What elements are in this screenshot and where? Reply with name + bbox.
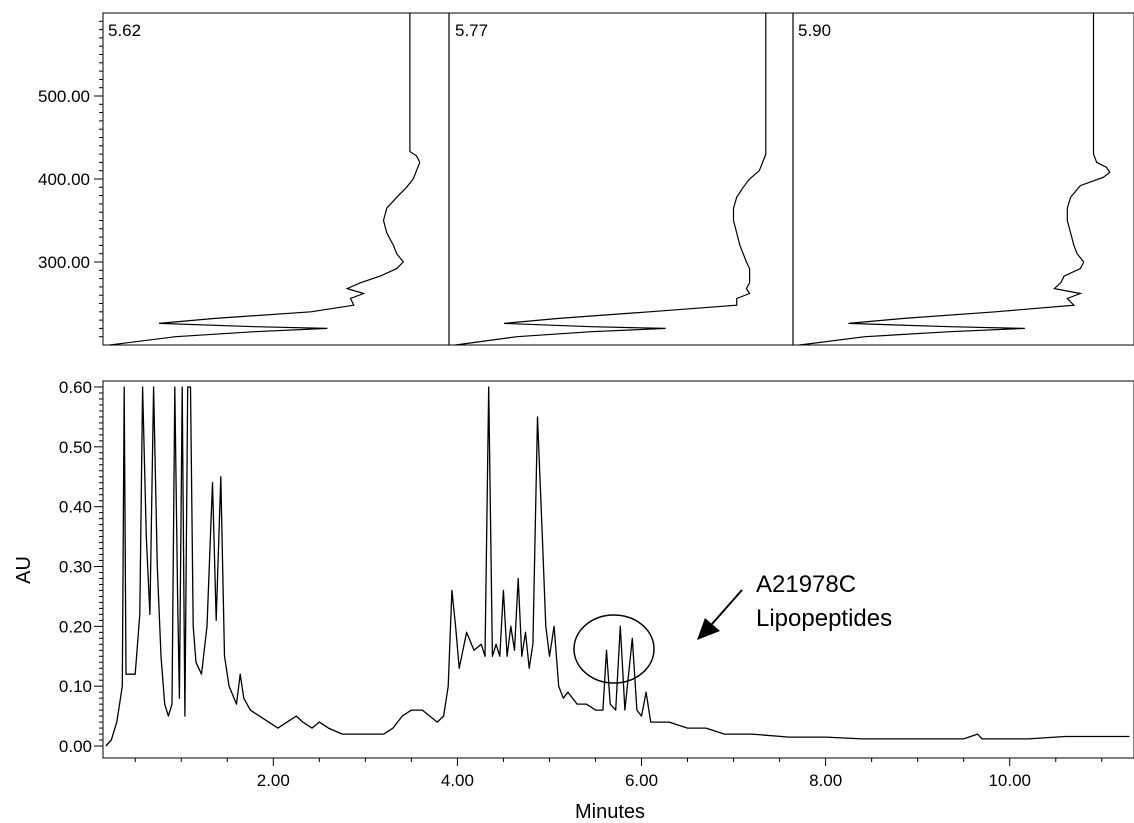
chromatogram-frame (102, 380, 1134, 759)
x-tick-label: 2.00 (257, 771, 290, 790)
spectra-curves (109, 13, 1111, 346)
y-tick-label: 0.00 (59, 737, 92, 756)
spectra-y-tick-label: 400.00 (38, 170, 90, 189)
chromatogram-y-axis: 0.00 0.10 0.20 0.30 0.40 0.50 0.60 (59, 378, 103, 756)
y-axis-label: AU (13, 556, 35, 584)
y-tick-label: 0.10 (59, 677, 92, 696)
x-axis-label: Minutes (575, 801, 645, 823)
annotation-arrow-head (697, 618, 720, 640)
spectrum-label-3: 5.90 (798, 21, 831, 40)
annotation-line-2: Lipopeptides (756, 605, 892, 632)
chromatogram-x-axis: 2.00 4.00 6.00 8.00 10.00 (134, 758, 1103, 790)
spectrum-curve (799, 13, 1111, 346)
chromatogram-panel: 0.00 0.10 0.20 0.30 0.40 0.50 0.60 2.00 4.00 6.0… (13, 378, 1134, 823)
annotation-arrow-line (711, 589, 743, 625)
spectra-y-tick-label: 500.00 (38, 87, 90, 106)
y-tick-label: 0.60 (59, 378, 92, 397)
annotation-line-1: A21978C (756, 571, 856, 598)
y-tick-label: 0.20 (59, 617, 92, 636)
spectrum-curve (109, 13, 421, 346)
y-tick-label: 0.50 (59, 438, 92, 457)
spectra-frame (102, 12, 1134, 346)
spectra-y-tick-label: 300.00 (38, 253, 90, 272)
y-tick-label: 0.30 (59, 558, 92, 577)
spectrum-label-1: 5.62 (108, 21, 141, 40)
spectrum-curve (455, 13, 767, 346)
uv-spectra-panel: 500.00 400.00 300.00 5.62 5.77 5.90 (38, 12, 1134, 346)
spectra-retention-labels: 5.62 5.77 5.90 (108, 21, 831, 40)
y-tick-label: 0.40 (59, 498, 92, 517)
x-tick-label: 6.00 (625, 771, 658, 790)
chromatogram-line (105, 386, 1130, 747)
spectrum-label-2: 5.77 (455, 21, 488, 40)
x-tick-label: 10.00 (988, 771, 1031, 790)
annotation-circle (573, 614, 655, 684)
spectra-y-axis: 500.00 400.00 300.00 (38, 20, 103, 338)
x-tick-label: 8.00 (809, 771, 842, 790)
chromatogram-trace (105, 386, 1130, 747)
lipopeptide-annotation: A21978C Lipopeptides (573, 571, 892, 684)
x-tick-label: 4.00 (441, 771, 474, 790)
